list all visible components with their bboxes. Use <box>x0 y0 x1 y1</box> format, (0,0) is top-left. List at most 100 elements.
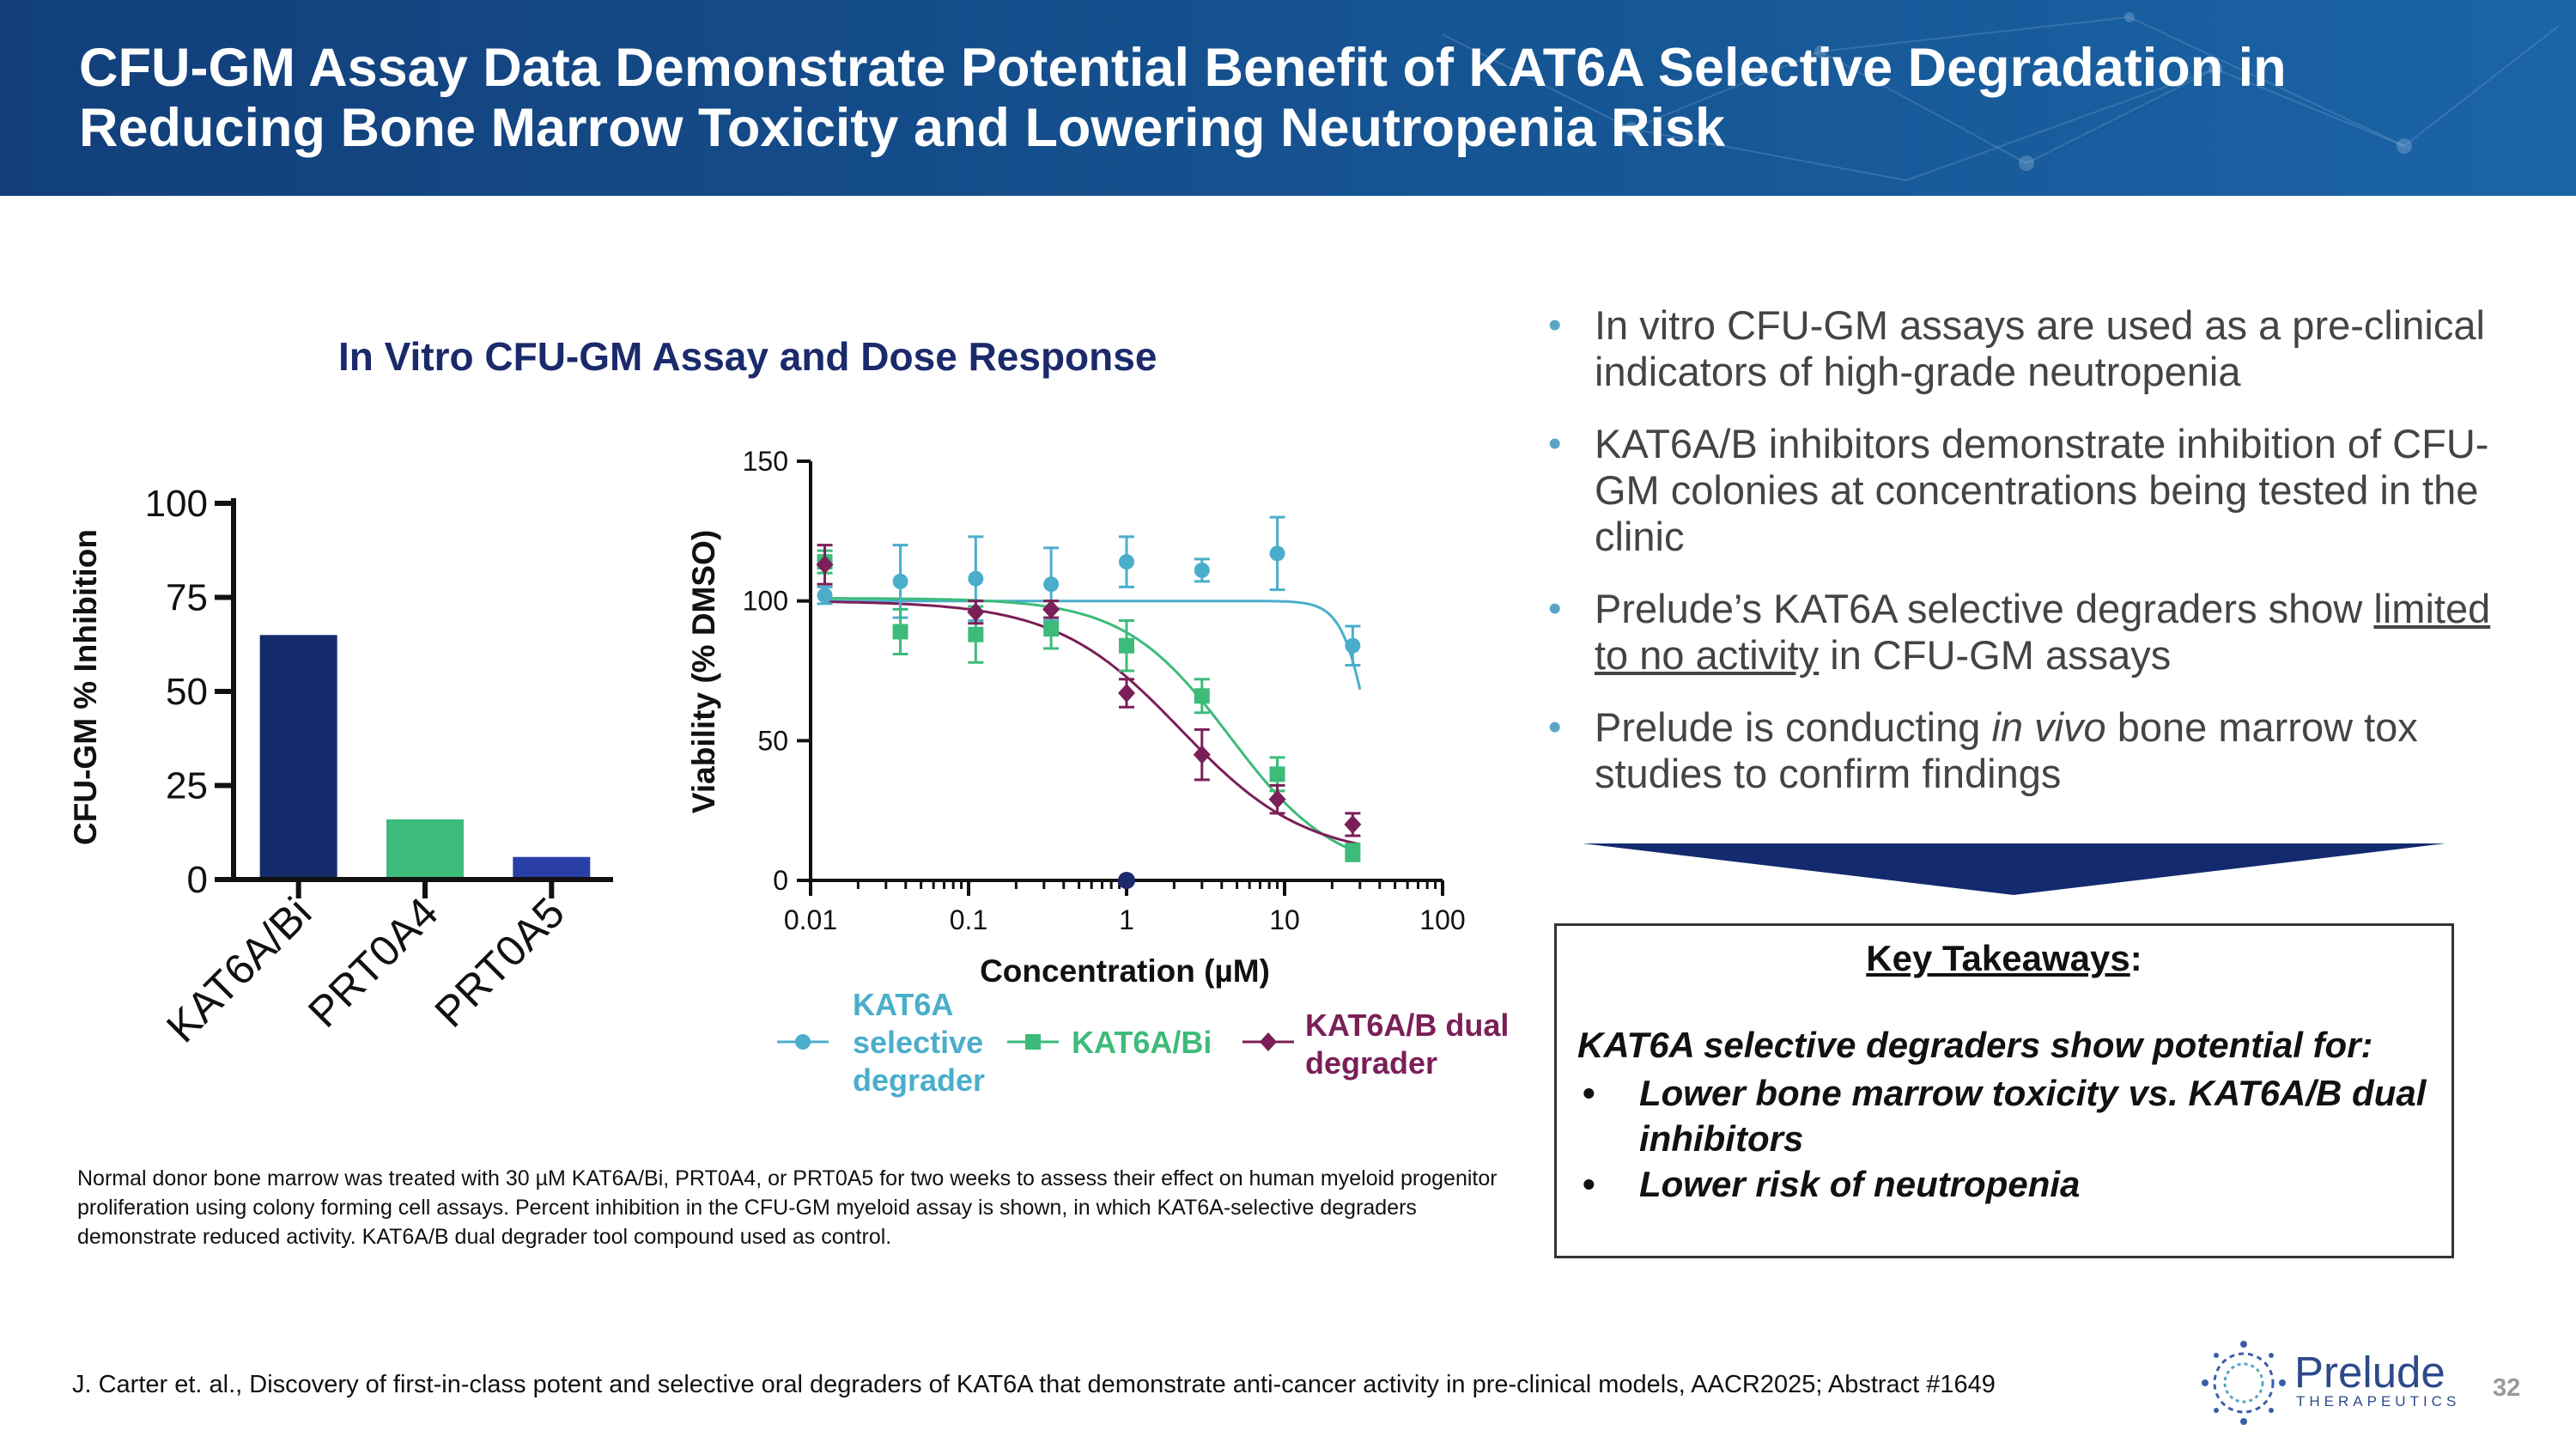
data-point <box>1194 562 1210 578</box>
fit-curve <box>824 600 1361 846</box>
data-point <box>816 555 834 575</box>
figure-caption: Normal donor bone marrow was treated wit… <box>77 1166 1498 1249</box>
legend-kat6a-selective-degrader: KAT6A selective degrader <box>853 986 985 1099</box>
bar <box>513 856 591 877</box>
bar-chart-y-tick-label: 75 <box>166 577 208 619</box>
bullet-item: • KAT6A/B inhibitors demonstrate inhibiti… <box>1541 421 2512 560</box>
data-point <box>968 570 984 587</box>
dose-chart-x-tick-label: 10 <box>1269 904 1300 935</box>
network-pattern-decoration <box>1442 12 2560 181</box>
bar-chart-y-tick-label: 100 <box>145 483 208 525</box>
dose-chart-y-tick-label: 100 <box>743 586 788 617</box>
footer-citation: J. Carter et. al., Discovery of first-in… <box>72 1371 1996 1398</box>
logo-wordmark: Prelude <box>2294 1348 2445 1397</box>
bullet-dot-icon: • <box>1548 304 1562 346</box>
bullet-text: Prelude’s KAT6A selective degraders show <box>1595 586 2374 631</box>
bar-chart-category-label: KAT6A/Bi <box>157 888 320 1051</box>
legend-kat6a-bi: KAT6A/Bi <box>1072 1024 1212 1062</box>
bar-chart-y-axis-label: CFU-GM % Inhibition <box>68 529 103 845</box>
takeaway-bullet: • <box>1583 1073 1595 1113</box>
legend-marker <box>1260 1032 1277 1051</box>
dose-chart-x-axis-label: Concentration (µM) <box>980 953 1270 989</box>
legend-label-kat6ab-dual: KAT6A/B dual <box>1305 1008 1510 1043</box>
legend-label-degrader: degrader <box>853 1062 986 1098</box>
chart-title: In Vitro CFU-GM Assay and Dose Response <box>338 334 1157 379</box>
bullet-dot-icon: • <box>1548 706 1562 748</box>
dose-chart-x-tick-label: 0.1 <box>950 904 987 935</box>
dose-response-chart: Viability (% DMSO) Concentration (µM) 0 5… <box>686 446 1466 1051</box>
header-banner: CFU-GM Assay Data Demonstrate Potential … <box>0 0 2576 196</box>
dose-chart-x-tick-label: 100 <box>1419 904 1465 935</box>
charts-canvas: CFU-GM % Inhibition 0255075100KAT6A/BiPR… <box>68 446 1466 1051</box>
dose-chart-x-tick-label: 0.01 <box>784 904 837 935</box>
data-point <box>1268 789 1286 809</box>
data-point <box>1118 684 1135 703</box>
data-point <box>1042 600 1060 619</box>
bar-chart: CFU-GM % Inhibition 0255075100KAT6A/BiPR… <box>68 483 613 1051</box>
bar-chart-y-tick-label: 25 <box>166 765 208 807</box>
bullet-text: bone marrow tox studies to confirm findi… <box>1595 704 2418 796</box>
takeaway-bullet: • <box>1583 1164 1595 1204</box>
logo-subtitle: THERAPEUTICS <box>2296 1393 2461 1409</box>
data-point <box>892 573 908 589</box>
data-point <box>1194 688 1210 704</box>
data-point <box>1269 545 1285 562</box>
data-point <box>892 624 908 640</box>
fit-curve <box>824 597 1361 855</box>
data-point <box>1345 844 1361 861</box>
legend-marker <box>795 1034 811 1050</box>
data-point <box>1345 637 1361 654</box>
key-takeaways-box: Key Takeaways: KAT6A selective degraders… <box>1554 923 2454 1258</box>
bullet-dot-icon: • <box>1548 423 1562 465</box>
page-number: 32 <box>2493 1374 2521 1402</box>
bar <box>259 635 337 877</box>
bullet-underlined-text: limited to no activity <box>1595 586 2491 678</box>
data-point <box>967 602 985 622</box>
dose-chart-y-tick-label: 150 <box>743 446 788 477</box>
data-point <box>1344 814 1362 834</box>
bar <box>386 819 464 877</box>
dose-chart-x-tick-label: 1 <box>1119 904 1134 935</box>
takeaway-item: • Lower bone marrow toxicity vs. KAT6A/B … <box>1577 1070 2436 1161</box>
data-point <box>817 588 833 604</box>
dose-chart-y-tick-label: 0 <box>773 865 788 896</box>
data-point <box>1118 872 1135 889</box>
legend-label-selective: selective <box>853 1025 984 1060</box>
key-points-list: • In vitro CFU-GM assays are used as a pr… <box>1541 302 2512 823</box>
bullet-text: KAT6A/B inhibitors demonstrate inhibitio… <box>1595 421 2489 559</box>
key-takeaways-lead: KAT6A selective degraders show potential… <box>1577 1025 2373 1065</box>
data-point <box>1119 637 1134 654</box>
key-takeaways-heading: Key Takeaways: <box>1866 938 2142 978</box>
bullet-text: Prelude is conducting <box>1595 704 1992 750</box>
legend-kat6ab-dual-degrader: KAT6A/B dual degrader <box>1305 1007 1509 1082</box>
dose-chart-y-axis-label: Viability (% DMSO) <box>686 530 721 813</box>
bullet-text: In vitro CFU-GM assays are used as a pre… <box>1595 302 2485 394</box>
data-point <box>1119 554 1134 570</box>
bar-chart-y-tick-label: 0 <box>187 859 208 901</box>
data-point <box>1043 576 1060 593</box>
key-takeaways-list: • Lower bone marrow toxicity vs. KAT6A/B … <box>1577 1070 2436 1207</box>
legend-label-kat6a-bi: KAT6A/Bi <box>1072 1025 1212 1060</box>
bar-chart-category-label: PRT0A5 <box>426 888 574 1037</box>
bar-chart-y-tick-label: 50 <box>166 671 208 713</box>
slide-title: CFU-GM Assay Data Demonstrate Potential … <box>79 38 2287 158</box>
bullet-dot-icon: • <box>1548 588 1562 630</box>
down-arrow-icon <box>1583 843 2445 895</box>
fit-curve <box>824 600 1362 690</box>
data-point <box>1269 766 1285 782</box>
legend-marker <box>1025 1034 1041 1050</box>
prelude-logo-icon <box>2202 1341 2286 1425</box>
takeaway-item: • Lower risk of neutropenia <box>1577 1161 2436 1207</box>
bullet-item: • In vitro CFU-GM assays are used as a pr… <box>1541 302 2512 395</box>
bullet-text: in CFU-GM assays <box>1819 632 2172 678</box>
legend-label-dual-degrader: degrader <box>1305 1045 1438 1081</box>
data-point <box>1043 621 1060 637</box>
dose-chart-y-tick-label: 50 <box>757 725 788 756</box>
data-point <box>968 626 984 642</box>
data-point <box>1193 745 1211 764</box>
bullet-item: • Prelude’s KAT6A selective degraders sho… <box>1541 586 2512 679</box>
bullet-italic-text: in vivo <box>1991 704 2106 750</box>
bar-chart-category-label: PRT0A4 <box>299 888 447 1037</box>
legend-label-kat6a: KAT6A <box>853 987 954 1022</box>
bullet-item: • Prelude is conducting in vivo bone marr… <box>1541 704 2512 797</box>
